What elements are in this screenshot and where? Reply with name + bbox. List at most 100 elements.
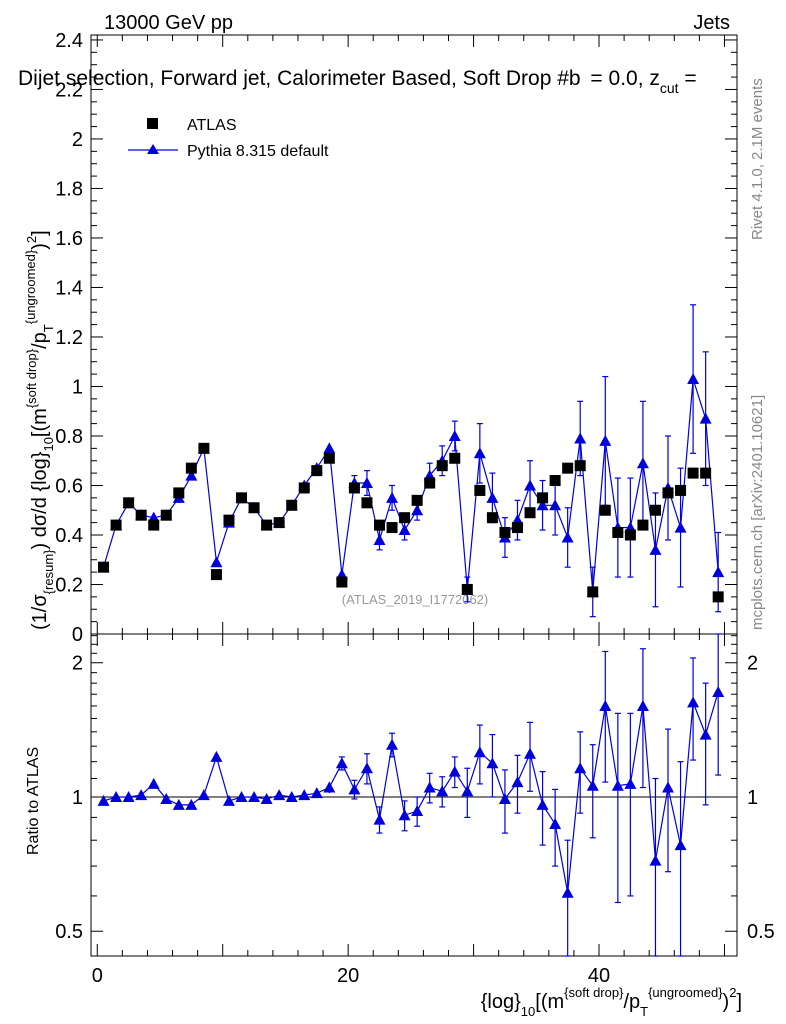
main-y-tick-label: 2 [72, 129, 83, 151]
ratio-x-ticks: 0 20 40 [92, 634, 725, 987]
main-series-pythia [97, 304, 725, 618]
atlas-point [261, 519, 273, 531]
main-y-tick-label: 2.2 [55, 79, 83, 101]
pythia-point [185, 469, 198, 481]
atlas-point [637, 519, 649, 531]
ratio-y-tick-label-right: 1 [747, 787, 758, 809]
ratio-y-tick-label-left: 0.5 [55, 921, 83, 943]
ratio-point [662, 781, 675, 793]
main-y-tick-label: 1.4 [55, 277, 83, 299]
atlas-point [687, 467, 699, 479]
atlas-point [399, 512, 411, 524]
pythia-point [687, 373, 700, 385]
ratio-point [511, 776, 524, 788]
rivet-label: Rivet 4.1.0, 2.1M events [749, 78, 766, 240]
plot-title: Dijet selection, Forward jet, Calorimete… [18, 67, 697, 96]
ratio-point [210, 750, 223, 762]
atlas-point [649, 504, 661, 516]
y-label-part-a-sub: {resum} [41, 549, 56, 594]
ratio-series-pythia [97, 633, 725, 957]
plot-title-main: Dijet selection, Forward jet, Calorimete… [18, 67, 581, 90]
ratio-point [549, 817, 562, 829]
atlas-point [198, 442, 210, 454]
pythia-line [102, 378, 719, 592]
main-series-atlas [98, 442, 724, 603]
atlas-point [248, 502, 260, 514]
y-label-part-d-sup: {ungroomed} [23, 249, 38, 324]
atlas-point [298, 482, 310, 494]
y-label-part-e: ) [29, 243, 51, 250]
x-label-part-a: {log} [481, 991, 521, 1013]
ratio-point [436, 785, 449, 797]
ratio-point [599, 699, 612, 711]
atlas-point [323, 452, 335, 464]
x-label-part-c-sub: T [640, 1004, 648, 1019]
plot-title-eq: = 0.0, z [590, 67, 659, 90]
atlas-point [361, 497, 373, 509]
ratio-point [649, 854, 662, 866]
ratio-point [687, 696, 700, 708]
x-label-part-a-sub: 10 [521, 1004, 535, 1019]
ratio-point [473, 746, 486, 758]
plot-title-end: = [679, 67, 697, 90]
ratio-point [373, 813, 386, 825]
pythia-point [486, 491, 499, 503]
ratio-point [699, 728, 712, 740]
atlas-point [524, 507, 536, 519]
pythia-point [360, 477, 373, 489]
ratio-point [310, 787, 323, 799]
main-y-tick-label: 0 [72, 624, 83, 646]
atlas-point [461, 583, 473, 595]
atlas-point [574, 460, 586, 472]
ratio-point [323, 781, 336, 793]
ratio-y-tick-label-left: 1 [72, 787, 83, 809]
y-label-part-c: [(m [29, 408, 51, 437]
pythia-point [448, 429, 461, 441]
ratio-point [398, 809, 411, 821]
ratio-y-tick-label-right: 2 [747, 653, 758, 675]
ratio-point [273, 789, 286, 801]
ratio-point [574, 762, 587, 774]
ratio-point [260, 792, 273, 804]
atlas-point [675, 484, 687, 496]
atlas-point [236, 492, 248, 504]
y-label-part-f: ] [29, 230, 51, 236]
x-label-part-c: /p [623, 991, 640, 1013]
ratio-panel-frame [90, 633, 738, 957]
atlas-point [336, 576, 348, 588]
ratio-point [536, 798, 549, 810]
atlas-point [587, 586, 599, 598]
mcplots-label: mcplots.cern.ch [arXiv:2401.10621] [749, 395, 766, 630]
y-label-part-b-sub: 10 [41, 437, 56, 451]
atlas-point [562, 462, 574, 474]
pythia-point [549, 499, 562, 511]
ratio-point [561, 886, 574, 898]
pythia-point [210, 556, 223, 568]
pythia-point [411, 504, 424, 516]
ratio-point [448, 765, 461, 777]
pythia-point [536, 499, 549, 511]
legend: ATLAS Pythia 8.315 default [128, 117, 329, 160]
watermark: (ATLAS_2019_I1772062) [342, 592, 488, 607]
atlas-point [386, 522, 398, 534]
atlas-point [185, 462, 197, 474]
pythia-point [599, 434, 612, 446]
pythia-point [674, 521, 687, 533]
ratio-x-tick-label: 40 [588, 965, 610, 987]
plot-title-sub: cut [660, 80, 679, 96]
pythia-point [574, 432, 587, 444]
ratio-point [147, 777, 160, 789]
pythia-point [712, 566, 725, 578]
atlas-point [599, 504, 611, 516]
pythia-point [636, 457, 649, 469]
main-y-tick-label: 0.8 [55, 426, 83, 448]
ratio-point [423, 781, 436, 793]
x-label-part-d: ) [723, 991, 730, 1013]
ratio-point [298, 789, 311, 801]
atlas-point [499, 527, 511, 539]
ratio-point [411, 805, 424, 817]
main-y-ticks: 0 0.2 0.4 0.6 0.8 1 1.2 1.4 1.6 1.8 2 2.2 2.4 [55, 30, 737, 646]
legend-pythia-marker [147, 144, 159, 154]
ratio-point [712, 685, 725, 697]
ratio-point [222, 794, 235, 806]
